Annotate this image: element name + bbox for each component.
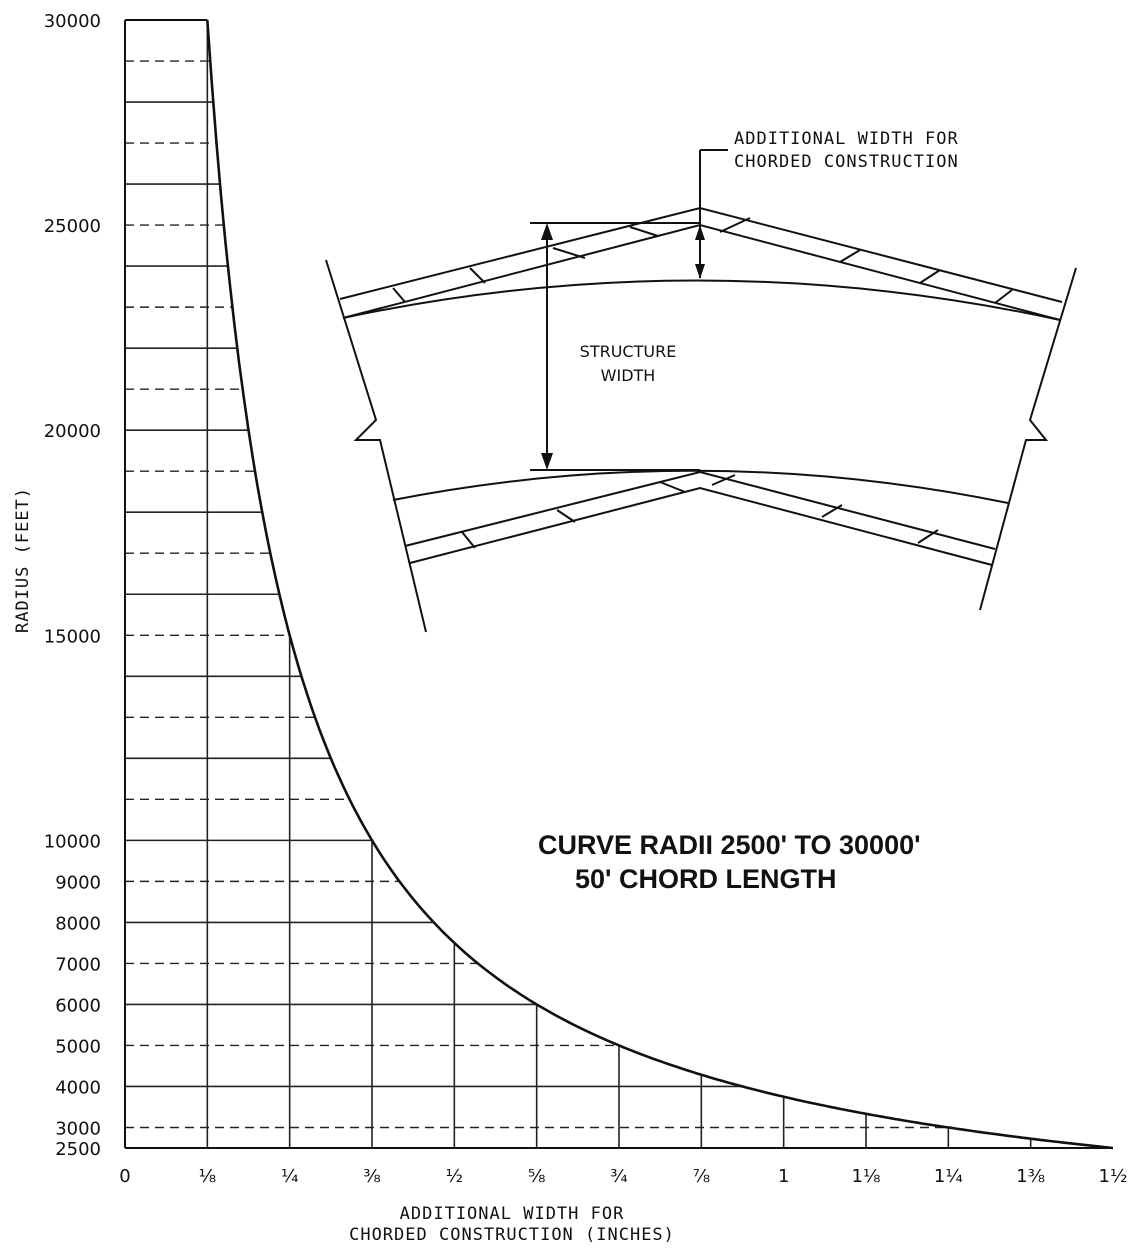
top-arc xyxy=(342,279,1061,321)
y-tick-label: 25000 xyxy=(44,216,101,237)
structure-width-label-line-2: WIDTH xyxy=(601,366,656,385)
tick-label-layer: 3000025000200001500010000900080007000600… xyxy=(44,11,1128,1187)
x-tick-label: 1⅜ xyxy=(1016,1166,1045,1187)
curve-layer xyxy=(206,19,1114,1150)
x-tick-label: ¾ xyxy=(610,1166,627,1187)
y-tick-label: 2500 xyxy=(55,1139,101,1160)
series-curve xyxy=(206,19,1114,1150)
grid-layer xyxy=(124,19,1113,1149)
top-chord-hatches xyxy=(392,217,1013,304)
y-tick-label: 7000 xyxy=(55,954,101,975)
y-tick-label: 6000 xyxy=(55,995,101,1016)
y-tick-label: 5000 xyxy=(55,1036,101,1057)
right-break-line xyxy=(979,267,1077,611)
chart-title-line-2: 50' CHORD LENGTH xyxy=(575,864,836,894)
x-tick-label: 0 xyxy=(119,1166,130,1187)
x-axis-label-line-2: CHORDED CONSTRUCTION (INCHES) xyxy=(349,1225,675,1245)
x-tick-label: 1½ xyxy=(1099,1166,1128,1187)
x-axis-label-line-1: ADDITIONAL WIDTH FOR xyxy=(400,1204,625,1224)
bottom-chord-outer xyxy=(404,470,996,550)
x-tick-label: 1⅛ xyxy=(852,1166,881,1187)
bottom-chord-inner xyxy=(409,486,993,566)
x-tick-label: ¼ xyxy=(281,1166,298,1187)
chart-title-line-1: CURVE RADII 2500' TO 30000' xyxy=(538,830,921,860)
y-tick-label: 10000 xyxy=(44,831,101,852)
x-tick-label: 1 xyxy=(778,1166,789,1187)
y-tick-label: 15000 xyxy=(44,626,101,647)
y-tick-label: 3000 xyxy=(55,1118,101,1139)
bottom-arc xyxy=(392,469,1009,504)
axis-label-layer: ADDITIONAL WIDTH FOR CHORDED CONSTRUCTIO… xyxy=(13,487,921,1245)
x-tick-label: ⅝ xyxy=(528,1166,545,1187)
y-tick-label: 20000 xyxy=(44,421,101,442)
x-tick-label: ⅞ xyxy=(693,1166,710,1187)
structure-width-arrow-top xyxy=(541,223,553,240)
structure-width-label-line-1: STRUCTURE xyxy=(580,342,677,361)
x-tick-label: 1¼ xyxy=(934,1166,963,1187)
y-tick-label: 4000 xyxy=(55,1077,101,1098)
x-tick-label: ½ xyxy=(446,1166,463,1187)
additional-width-arrow-top xyxy=(695,225,705,240)
y-tick-label: 9000 xyxy=(55,872,101,893)
x-tick-label: ⅛ xyxy=(199,1166,216,1187)
y-tick-label: 30000 xyxy=(44,11,101,32)
left-break-line xyxy=(325,259,427,633)
x-tick-label: ⅜ xyxy=(363,1166,380,1187)
y-axis-label: RADIUS (FEET) xyxy=(13,487,33,633)
bottom-chord-hatches xyxy=(461,474,939,549)
structure-width-arrow-bottom xyxy=(541,453,553,470)
additional-width-label-line-2: CHORDED CONSTRUCTION xyxy=(734,152,959,172)
additional-width-label-line-1: ADDITIONAL WIDTH FOR xyxy=(734,129,959,149)
chorded-construction-diagram: ADDITIONAL WIDTH FOR CHORDED CONSTRUCTIO… xyxy=(325,129,1077,633)
additional-width-arrow-bottom xyxy=(695,264,705,279)
y-tick-label: 8000 xyxy=(55,913,101,934)
